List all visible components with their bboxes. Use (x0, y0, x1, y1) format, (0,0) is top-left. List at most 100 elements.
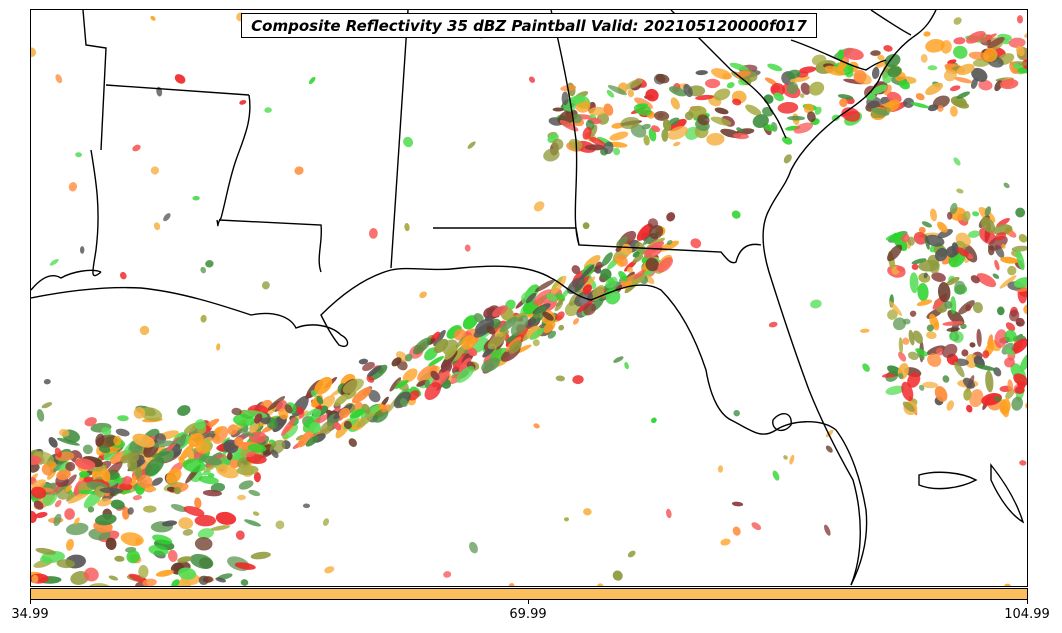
reflectivity-blob (368, 389, 381, 403)
reflectivity-blob (132, 433, 155, 448)
reflectivity-blob (542, 311, 554, 321)
reflectivity-blob (705, 78, 721, 89)
reflectivity-blob (612, 570, 623, 581)
reflectivity-blob (278, 408, 289, 420)
reflectivity-blob (492, 305, 508, 317)
reflectivity-blob (768, 321, 778, 328)
reflectivity-blob (968, 230, 980, 238)
reflectivity-blob (898, 373, 904, 379)
reflectivity-blob (994, 232, 1007, 241)
reflectivity-blob (402, 368, 418, 383)
reflectivity-blob (579, 264, 595, 280)
reflectivity-blob (949, 202, 958, 215)
reflectivity-blob (588, 106, 607, 116)
reflectivity-blob (151, 440, 175, 448)
reflectivity-blob (99, 487, 124, 494)
reflectivity-blob (1010, 338, 1027, 354)
reflectivity-blob (533, 201, 545, 212)
reflectivity-blob (978, 79, 993, 91)
reflectivity-blob (133, 407, 146, 419)
reflectivity-blob (110, 499, 125, 510)
reflectivity-blob (583, 303, 597, 316)
reflectivity-blob (31, 510, 37, 523)
reflectivity-blob (731, 210, 741, 219)
reflectivity-blob (312, 409, 322, 419)
reflectivity-blob (190, 553, 214, 569)
reflectivity-blob (917, 283, 929, 302)
reflectivity-blob (954, 280, 966, 295)
reflectivity-blob (956, 188, 964, 194)
reflectivity-blob (178, 517, 194, 530)
reflectivity-blob (571, 113, 582, 124)
reflectivity-blob (925, 234, 945, 247)
reflectivity-blob (911, 263, 919, 271)
reflectivity-blob (884, 53, 901, 68)
map-title: Composite Reflectivity 35 dBZ Paintball … (241, 13, 817, 38)
reflectivity-blob (912, 330, 924, 344)
reflectivity-blob (1016, 15, 1024, 24)
reflectivity-blob (949, 85, 961, 92)
reflectivity-blob (216, 343, 221, 351)
reflectivity-blob (244, 519, 262, 527)
reflectivity-blob (907, 351, 919, 360)
reflectivity-blob (782, 136, 793, 145)
reflectivity-blob (510, 315, 529, 336)
reflectivity-blob (582, 126, 592, 140)
reflectivity-blob (413, 337, 432, 355)
reflectivity-blob (606, 89, 615, 98)
reflectivity-blob (275, 520, 285, 530)
reflectivity-blob (902, 401, 915, 412)
reflectivity-blob (645, 88, 659, 102)
reflectivity-blob (505, 299, 516, 310)
reflectivity-blob (54, 447, 62, 458)
reflectivity-blob (870, 107, 890, 116)
reflectivity-blob (651, 417, 657, 424)
bahamas-outline (990, 463, 1025, 524)
reflectivity-blob (167, 549, 178, 562)
reflectivity-blob (417, 364, 438, 382)
reflectivity-blob (467, 347, 478, 357)
reflectivity-blob (690, 238, 702, 249)
reflectivity-blob (233, 413, 255, 427)
reflectivity-blob (203, 576, 213, 583)
reflectivity-blob (644, 241, 664, 255)
reflectivity-blob (732, 98, 742, 106)
reflectivity-blob (980, 216, 996, 233)
reflectivity-blob (543, 148, 560, 162)
reflectivity-blob (825, 445, 833, 453)
reflectivity-blob (84, 417, 97, 427)
reflectivity-blob (669, 118, 687, 132)
reflectivity-blob (764, 124, 776, 132)
reflectivity-blob (144, 456, 165, 477)
reflectivity-blob (132, 144, 141, 152)
reflectivity-blob (947, 59, 957, 65)
reflectivity-blob (53, 513, 62, 527)
reflectivity-blob (143, 505, 157, 513)
keys-outline (918, 471, 978, 490)
reflectivity-blob (710, 116, 732, 126)
reflectivity-blob (302, 503, 311, 509)
reflectivity-blob (960, 323, 967, 330)
reflectivity-blob (561, 91, 569, 106)
reflectivity-blob (1024, 32, 1027, 38)
reflectivity-blob (309, 421, 321, 434)
reflectivity-blob (215, 577, 227, 583)
reflectivity-blob (956, 63, 975, 76)
reflectivity-blob (972, 302, 983, 314)
reflectivity-blob (343, 420, 352, 430)
reflectivity-blob (391, 357, 402, 367)
reflectivity-blob (799, 93, 805, 99)
reflectivity-blob (294, 166, 304, 175)
reflectivity-blob (148, 544, 169, 556)
reflectivity-blob (896, 266, 906, 272)
reflectivity-blob (634, 97, 653, 110)
reflectivity-blob (922, 381, 938, 389)
reflectivity-blob (174, 74, 186, 84)
colorbar (30, 588, 1028, 600)
reflectivity-blob (194, 497, 202, 509)
reflectivity-blob (934, 385, 948, 402)
reflectivity-blob (673, 141, 681, 147)
reflectivity-blob (870, 50, 881, 56)
reflectivity-blob (267, 396, 286, 411)
reflectivity-blob (799, 66, 817, 74)
